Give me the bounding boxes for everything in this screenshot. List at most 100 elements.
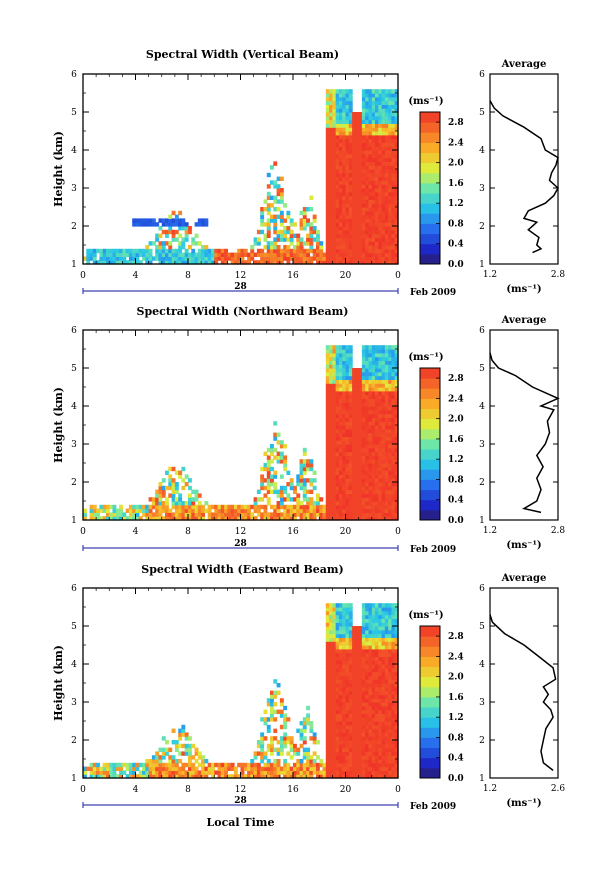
heatmap-cell — [352, 637, 356, 642]
heatmap-cell — [371, 387, 376, 392]
heatmap-cell — [276, 252, 281, 257]
heatmap-cell — [378, 648, 383, 654]
colorbar-tick-label: 2.8 — [448, 632, 464, 642]
heatmap-cell — [174, 222, 179, 227]
heatmap-cell — [368, 417, 373, 422]
heatmap-cell — [184, 732, 189, 737]
heatmap-cell — [293, 770, 297, 775]
heatmap-cell — [273, 447, 278, 453]
heatmap-cell — [342, 648, 347, 654]
heatmap-cell — [394, 618, 399, 623]
heatmap-cell — [348, 683, 353, 688]
heatmap-cell — [309, 245, 314, 250]
heatmap-cell — [325, 652, 330, 657]
heatmap-cell — [352, 774, 356, 779]
heatmap-cell — [329, 482, 333, 487]
heatmap-cell — [368, 180, 373, 185]
heatmap-cell — [273, 180, 278, 185]
heatmap-cell — [233, 766, 238, 771]
heatmap-cell — [378, 349, 383, 354]
heatmap-cell — [260, 759, 265, 764]
heatmap-cell — [335, 142, 340, 147]
heatmap-cell — [197, 256, 202, 261]
heatmap-cell — [375, 203, 379, 208]
heatmap-cell — [391, 508, 396, 513]
heatmap-cell — [335, 470, 340, 475]
heatmap-cell — [178, 256, 183, 261]
heatmap-cell — [342, 142, 347, 147]
heatmap-cell — [260, 252, 265, 257]
heatmap-cell — [329, 656, 333, 661]
heatmap-cell — [237, 504, 242, 510]
heatmap-cell — [361, 614, 366, 619]
colorbar-swatch — [420, 747, 440, 759]
heatmap-cell — [263, 512, 268, 517]
heatmap-cell — [348, 417, 353, 422]
heatmap-cell — [352, 766, 356, 771]
heatmap-cell — [361, 169, 366, 174]
heatmap-cell — [250, 256, 255, 261]
heatmap-cell — [361, 705, 366, 711]
heatmap-cell — [158, 516, 163, 521]
heatmap-cell — [371, 134, 376, 140]
heatmap-cell — [384, 104, 389, 109]
heatmap-cell — [96, 512, 100, 517]
heatmap-cell — [394, 466, 399, 472]
heatmap-cell — [352, 417, 356, 422]
heatmap-cell — [332, 241, 337, 246]
heatmap-cell — [243, 248, 248, 254]
heatmap-cell — [191, 516, 196, 521]
heatmap-cell — [365, 104, 370, 109]
heatmap-cell — [217, 766, 222, 771]
heatmap-cell — [247, 516, 251, 521]
heatmap-cell — [378, 379, 383, 384]
heatmap-cell — [148, 770, 153, 775]
heatmap-cell — [361, 664, 366, 669]
heatmap-cell — [168, 260, 173, 265]
heatmap-cell — [361, 759, 366, 764]
heatmap-cell — [329, 150, 333, 155]
heatmap-cell — [381, 398, 386, 403]
heatmap-cell — [381, 119, 386, 124]
heatmap-cell — [361, 690, 366, 695]
heatmap-cell — [109, 762, 114, 768]
heatmap-cell — [329, 383, 333, 388]
heatmap-cell — [371, 686, 376, 692]
heatmap-cell — [355, 629, 360, 635]
heatmap-cell — [391, 425, 396, 430]
heatmap-cell — [368, 709, 373, 714]
heatmap-cell — [352, 645, 356, 650]
heatmap-cell — [306, 233, 310, 238]
heatmap-cell — [201, 245, 205, 250]
heatmap-cell — [273, 679, 278, 684]
heatmap-cell — [273, 252, 278, 257]
heatmap-cell — [388, 683, 393, 688]
heatmap-cell — [375, 191, 379, 197]
heatmap-cell — [342, 713, 347, 718]
heatmap-cell — [325, 169, 330, 174]
heatmap-cell — [174, 512, 179, 517]
heatmap-cell — [283, 736, 288, 741]
heatmap-cell — [316, 252, 320, 257]
heatmap-cell — [207, 770, 212, 775]
heatmap-cell — [332, 104, 337, 109]
heatmap-cell — [201, 774, 205, 779]
heatmap-cell — [368, 751, 373, 756]
heatmap-cell — [260, 717, 265, 722]
heatmap-cell — [306, 770, 310, 775]
heatmap-cell — [345, 455, 350, 460]
heatmap-cell — [256, 743, 261, 749]
heatmap-cell — [230, 512, 235, 517]
heatmap-cell — [365, 721, 370, 726]
heatmap-cell — [388, 172, 393, 178]
heatmap-cell — [319, 512, 324, 517]
heatmap-cell — [348, 447, 353, 453]
colorbar-swatch — [420, 737, 440, 749]
heatmap-cell — [381, 482, 386, 487]
heatmap-cell — [293, 245, 297, 250]
heatmap-cell — [256, 252, 261, 257]
heatmap-cell — [342, 762, 347, 768]
heatmap-cell — [355, 501, 360, 506]
heatmap-cell — [361, 237, 366, 242]
heatmap-cell — [365, 463, 370, 468]
